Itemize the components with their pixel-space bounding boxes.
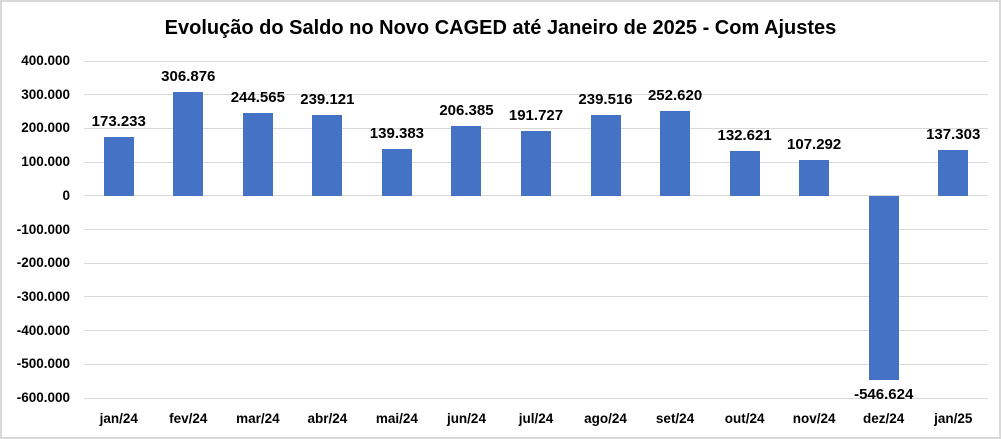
bar-value-label: 107.292 (787, 135, 842, 153)
x-axis-tick-label: ago/24 (584, 411, 627, 426)
bar-set/24 (660, 110, 691, 196)
gridline (84, 94, 988, 96)
x-axis-tick-label: jan/25 (934, 411, 973, 426)
y-axis-tick-label: -200.000 (16, 255, 70, 271)
y-axis-tick-label: -600.000 (16, 390, 70, 405)
x-axis-tick-label: mar/24 (236, 411, 280, 426)
gridline (84, 363, 988, 365)
gridline (84, 60, 988, 62)
chart-title: Evolução do Saldo no Novo CAGED até Jane… (164, 17, 837, 39)
bar-value-label: -546.624 (854, 386, 914, 403)
y-axis-tick-label: 200.000 (21, 120, 70, 136)
bar-jun/24 (451, 126, 482, 196)
x-axis-tick-label: nov/24 (792, 411, 836, 426)
bar-value-label: 173.233 (91, 113, 146, 131)
bar-jan/25 (938, 149, 969, 196)
bar-value-label: 139.383 (369, 124, 425, 142)
bar-jul/24 (521, 131, 551, 196)
bar-out/24 (729, 151, 760, 196)
bar-dez/24 (868, 195, 899, 380)
gridline (84, 330, 988, 332)
bar-nov/24 (799, 159, 830, 196)
bar-value-label: 132.621 (717, 127, 772, 145)
y-axis-tick-label: 0 (62, 187, 70, 203)
bar-value-label: 306.876 (161, 68, 216, 86)
x-axis-tick-label: set/24 (655, 411, 695, 426)
y-axis-tick-label: -100.000 (16, 221, 70, 237)
x-axis-tick-label: fev/24 (169, 411, 208, 426)
gridline (84, 262, 988, 264)
bar-value-label: 239.516 (578, 91, 633, 109)
bar-value-label: 252.620 (647, 86, 703, 104)
bar-value-label: 206.385 (439, 102, 494, 120)
gridline (84, 127, 988, 129)
y-axis-tick-label: 300.000 (21, 86, 70, 102)
bar-value-label: 137.303 (926, 125, 981, 143)
gridline (84, 229, 988, 230)
x-axis-tick-label: out/24 (724, 411, 765, 426)
y-axis-tick-label: -500.000 (16, 356, 70, 372)
bar-ago/24 (590, 115, 621, 196)
gridline (84, 296, 988, 298)
bar-mar/24 (242, 113, 273, 196)
gridline (84, 397, 988, 399)
y-axis-tick-label: 400.000 (21, 53, 70, 68)
bar-value-label: 239.121 (300, 91, 355, 109)
x-axis-tick-label: mai/24 (375, 411, 418, 426)
bar-jan/24 (103, 137, 134, 196)
y-axis-tick-label: -300.000 (16, 288, 70, 304)
x-axis-tick-label: dez/24 (863, 411, 905, 426)
y-axis-tick-label: -400.000 (16, 322, 70, 338)
bar-value-label: 191.727 (508, 107, 564, 125)
gridline (84, 195, 988, 197)
bar-mai/24 (381, 148, 412, 196)
x-axis-tick-label: jul/24 (518, 411, 554, 426)
bar-abr/24 (312, 115, 343, 196)
bar-fev/24 (173, 92, 204, 196)
x-axis-tick-label: jun/24 (446, 411, 486, 426)
x-axis-tick-label: abr/24 (307, 411, 348, 426)
y-axis-tick-label: 100.000 (21, 154, 70, 170)
bar-value-label: 244.565 (230, 89, 285, 107)
x-axis-tick-label: jan/24 (99, 411, 138, 426)
